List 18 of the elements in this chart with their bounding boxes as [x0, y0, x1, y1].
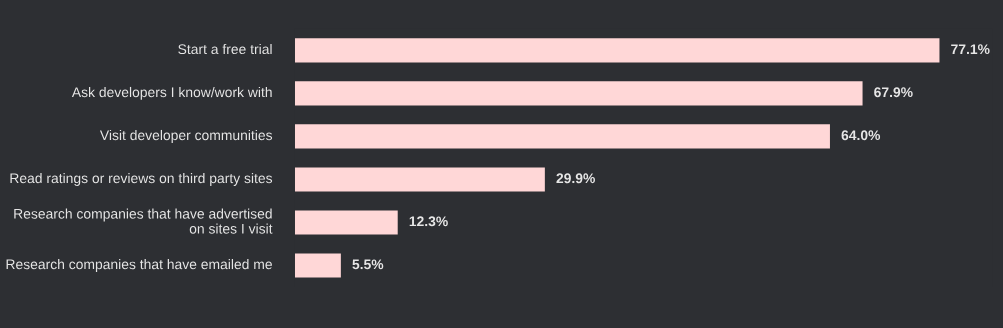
- data-label: 77.1%: [951, 44, 990, 55]
- bar: [294, 81, 863, 106]
- data-label: 29.9%: [556, 173, 595, 184]
- bar: [294, 167, 545, 192]
- y-tick-label: Research companies that have advertised on sites I visit: [14, 208, 273, 234]
- bar: [294, 210, 398, 235]
- y-tick-label: Visit developer communities: [99, 129, 273, 143]
- y-tick-label: Start a free trial: [178, 43, 272, 55]
- y-tick-label: Ask developers I know/work with: [71, 86, 272, 100]
- y-tick-label: Research companies that have emailed me: [6, 259, 272, 272]
- data-label: 64.0%: [841, 130, 881, 141]
- bar: [294, 38, 940, 63]
- data-label: 12.3%: [409, 216, 448, 227]
- y-tick-label: Read ratings or reviews on third party sites: [10, 172, 273, 186]
- bar: [294, 253, 341, 278]
- data-label: 67.9%: [874, 87, 913, 98]
- data-label: 5.5%: [352, 259, 384, 270]
- bar: [294, 124, 830, 149]
